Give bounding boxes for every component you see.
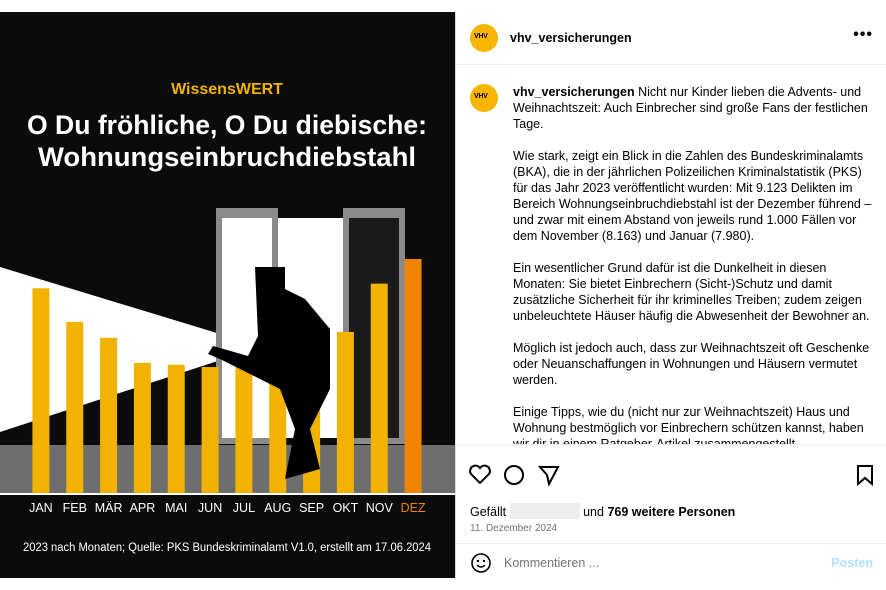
x-tick-label: FEB (63, 501, 87, 515)
bar (100, 337, 118, 493)
caption-paragraph: Ein wesentlicher Grund dafür ist die Dun… (513, 260, 875, 324)
bar (235, 356, 253, 493)
source-note: 2023 nach Monaten; Quelle: PKS Bundeskri… (23, 542, 432, 554)
x-tick-label: MAI (165, 501, 187, 515)
redacted-name (509, 503, 580, 519)
caption: vhv_versicherungen Nicht nur Kinder lieb… (513, 84, 875, 444)
likes-middle: und (583, 505, 604, 519)
emoji-button[interactable] (470, 552, 492, 574)
likes-line: Gefällt und 769 weitere Personen (470, 503, 735, 519)
caption-username[interactable]: vhv_versicherungen (513, 85, 635, 99)
avatar[interactable]: VHV (470, 24, 498, 52)
avatar[interactable]: VHV (470, 84, 498, 112)
action-icons (469, 464, 873, 487)
x-tick-label: JUN (198, 501, 222, 515)
avatar-text: VHV (474, 93, 488, 100)
save-button[interactable] (857, 465, 873, 487)
bar (201, 367, 219, 493)
comment-input[interactable]: Kommentieren ... (504, 556, 600, 570)
more-button[interactable]: ••• (853, 26, 873, 43)
caption-paragraph: Möglich ist jedoch auch, dass zur Weihna… (513, 340, 875, 388)
bar (32, 288, 50, 493)
post-button[interactable]: Posten (831, 556, 873, 570)
caption-text: Ein wesentlicher Grund dafür ist die Dun… (513, 261, 870, 323)
post-sidebar: VHV vhv_versicherungen ••• VHV vhv_versi… (455, 12, 886, 578)
bar (336, 331, 354, 493)
x-tick-label: JUL (233, 501, 255, 515)
post-header: VHV vhv_versicherungen ••• (456, 12, 886, 65)
avatar-text: VHV (474, 33, 488, 40)
x-tick-label: JAN (29, 501, 53, 515)
baseline (0, 493, 455, 495)
caption-text: Einige Tipps, wie du (nicht nur zur Weih… (513, 405, 864, 444)
likes-count[interactable]: 769 weitere Personen (607, 505, 736, 519)
x-tick-label: AUG (264, 501, 291, 515)
x-tick-label: NOV (366, 501, 394, 515)
likes-prefix: Gefällt (470, 505, 507, 519)
share-button[interactable] (537, 466, 560, 487)
x-tick-label: APR (130, 501, 156, 515)
headline: O Du fröhliche, O Du diebische: (27, 110, 427, 140)
bar (133, 362, 151, 493)
caption-text: Nicht nur Kinder lieben die Advents- und… (513, 85, 868, 131)
username[interactable]: vhv_versicherungen (510, 31, 632, 45)
x-tick-label: DEZ (401, 501, 426, 515)
bar (66, 321, 84, 493)
comment-box: Kommentieren ... Posten (456, 543, 886, 580)
bar (167, 364, 185, 493)
post-date: 11. Dezember 2024 (470, 523, 558, 534)
caption-paragraph: vhv_versicherungen Nicht nur Kinder lieb… (513, 84, 875, 132)
x-tick-label: SEP (299, 501, 324, 515)
bar (404, 259, 422, 493)
x-tick-label: OKT (333, 501, 359, 515)
caption-text: Möglich ist jedoch auch, dass zur Weihna… (513, 341, 870, 387)
headline: Wohnungseinbruchdiebstahl (38, 142, 416, 172)
caption-paragraph: Wie stark, zeigt ein Blick in die Zahlen… (513, 148, 875, 244)
like-button[interactable] (469, 464, 491, 485)
bar (370, 283, 388, 493)
actions-bar: Gefällt und 769 weitere Personen 11. Dez… (456, 444, 886, 579)
caption-paragraph: Einige Tipps, wie du (nicht nur zur Weih… (513, 404, 875, 444)
kicker: WissensWERT (171, 81, 283, 98)
comment-button[interactable] (504, 465, 524, 485)
caption-text: Wie stark, zeigt ein Blick in die Zahlen… (513, 149, 872, 243)
burglar-silhouette (208, 267, 330, 479)
post-image: WissensWERT O Du fröhliche, O Du diebisc… (0, 12, 455, 578)
x-tick-label: MÄR (95, 501, 123, 515)
